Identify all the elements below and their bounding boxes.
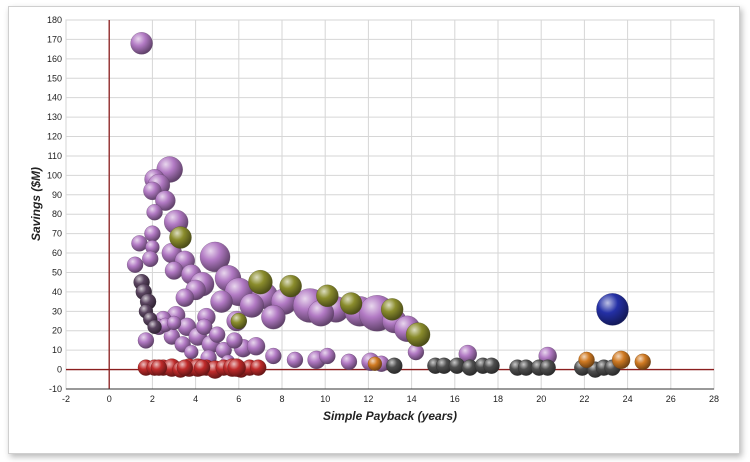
- x-tick-label: 2: [150, 394, 155, 404]
- bubble-point: [340, 353, 358, 371]
- bubble-point: [230, 312, 248, 330]
- y-tick-label: 20: [52, 326, 62, 336]
- bubble-point: [184, 344, 199, 360]
- y-tick-label: 110: [48, 151, 62, 161]
- x-tick-label: 12: [363, 394, 373, 404]
- bubble-point: [248, 269, 273, 295]
- y-tick-label: 150: [47, 73, 62, 83]
- y-tick-label: 180: [47, 15, 62, 25]
- bubble-point: [226, 332, 243, 349]
- bubble-point: [150, 359, 168, 376]
- bubble-point: [131, 235, 148, 252]
- x-tick-label: 26: [666, 394, 676, 404]
- x-tick-label: 18: [493, 394, 503, 404]
- bubble-point: [634, 353, 651, 371]
- bubble-point: [539, 359, 556, 376]
- x-tick-labels: -2 0 2 4 6 8 10 12 14 16 18 20 22 24 26 28: [62, 394, 719, 404]
- bubble-point: [386, 357, 403, 374]
- bubble-point: [175, 288, 195, 307]
- bubble-point: [250, 359, 267, 376]
- x-tick-label: 6: [236, 394, 241, 404]
- x-tick-label: 4: [193, 394, 198, 404]
- bubble-point: [137, 332, 155, 349]
- bubble-point: [193, 359, 211, 376]
- x-tick-label: 14: [407, 394, 417, 404]
- bubble-point: [210, 290, 233, 313]
- x-tick-label: 24: [623, 394, 633, 404]
- bubble-point: [319, 347, 336, 365]
- bubble-series: [126, 32, 651, 379]
- bubble-point: [147, 319, 162, 335]
- bubble-point: [286, 351, 304, 369]
- y-tick-label: 0: [57, 365, 62, 375]
- y-tick-label: 130: [47, 112, 62, 122]
- bubble-point: [208, 326, 226, 343]
- x-tick-label: 10: [320, 394, 330, 404]
- bubble-point: [339, 292, 363, 315]
- y-tick-label: 90: [52, 190, 62, 200]
- y-tick-label: 100: [47, 170, 62, 180]
- y-tick-labels: -10 0 10 20 30 40 50 60 70 80 90 100 110 120 130 140 150…: [47, 15, 62, 394]
- bubble-point: [279, 274, 302, 298]
- bubble-point: [166, 315, 182, 331]
- y-tick-label: 140: [47, 93, 62, 103]
- bubble-point: [483, 357, 500, 374]
- y-tick-label: 120: [47, 132, 62, 142]
- bubble-point: [227, 358, 246, 377]
- x-tick-label: 8: [279, 394, 284, 404]
- x-tick-label: 28: [709, 394, 719, 404]
- bubble-point: [611, 350, 631, 370]
- y-tick-label: -10: [49, 384, 62, 394]
- y-tick-label: 60: [52, 248, 62, 258]
- bubble-point: [196, 318, 213, 336]
- y-tick-label: 70: [52, 229, 62, 239]
- bubble-point: [146, 204, 163, 221]
- bubble-point: [367, 356, 383, 371]
- x-tick-label: -2: [62, 394, 70, 404]
- bubble-point: [144, 225, 161, 242]
- bubble-point: [155, 190, 176, 211]
- bubble-point: [261, 304, 286, 330]
- bubble-point: [596, 293, 629, 326]
- x-tick-label: 22: [579, 394, 589, 404]
- y-axis-label: Savings ($M): [29, 167, 43, 241]
- y-tick-label: 160: [47, 54, 62, 64]
- bubble-point: [380, 298, 404, 321]
- x-tick-label: 0: [107, 394, 112, 404]
- x-tick-label: 20: [536, 394, 546, 404]
- bubble-point: [265, 347, 282, 365]
- bubble-point: [239, 293, 264, 318]
- x-axis-label: Simple Payback (years): [323, 409, 457, 423]
- y-tick-label: 170: [47, 34, 62, 44]
- bubble-point: [578, 351, 595, 369]
- y-tick-label: 40: [52, 287, 62, 297]
- bubble-point: [164, 261, 184, 280]
- bubble-point: [169, 226, 192, 249]
- bubble-point: [246, 337, 266, 356]
- x-tick-label: 16: [450, 394, 460, 404]
- bubble-point: [199, 241, 231, 273]
- y-tick-label: 50: [52, 267, 62, 277]
- bubble-point: [176, 359, 194, 376]
- y-tick-label: 10: [52, 345, 62, 355]
- bubble-point: [130, 32, 153, 55]
- y-tick-label: 30: [52, 306, 62, 316]
- y-tick-label: 80: [52, 209, 62, 219]
- bubble-point: [316, 284, 339, 307]
- bubble-point: [405, 322, 431, 347]
- bubble-point: [142, 250, 159, 268]
- bubble-point: [126, 256, 144, 273]
